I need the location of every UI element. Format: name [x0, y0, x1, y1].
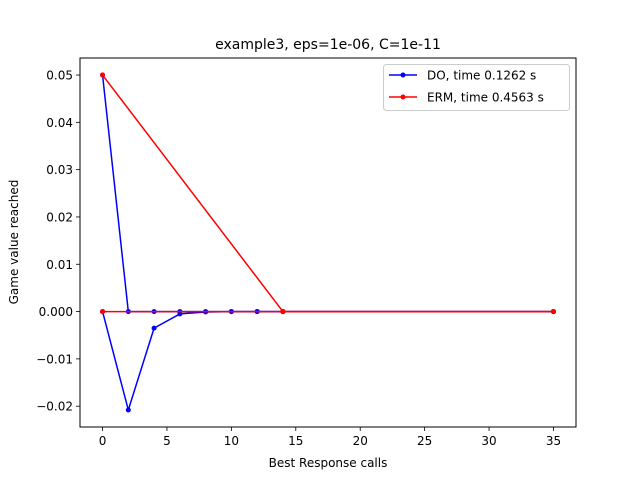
legend-label-do: DO, time 0.1262 s [427, 69, 536, 83]
y-tick-label: 0.03 [46, 163, 73, 177]
y-tick-label: 0.04 [46, 116, 73, 130]
chart-title: example3, eps=1e-06, C=1e-11 [215, 37, 441, 53]
x-tick-label: 25 [417, 434, 432, 448]
x-axis: 0 5 10 15 20 25 30 35 [99, 427, 561, 448]
axes-frame [79, 57, 577, 428]
series-do-point [125, 407, 131, 413]
y-tick-label: −0.01 [36, 352, 73, 366]
y-tick-label: 0.01 [46, 258, 73, 272]
y-axis-label: Game value reached [7, 180, 21, 305]
legend-box [383, 64, 570, 111]
y-tick-label: −0.02 [36, 400, 73, 414]
y-tick-label: 0.02 [46, 210, 73, 224]
x-tick-label: 5 [163, 434, 171, 448]
series-do-point [177, 311, 183, 317]
x-tick-label: 30 [481, 434, 496, 448]
series-erm-point [100, 72, 106, 78]
series-erm-point [100, 309, 106, 315]
plot-area [100, 72, 556, 413]
x-tick-label: 20 [353, 434, 368, 448]
legend: DO, time 0.1262 s ERM, time 0.4563 s [383, 64, 570, 111]
series-erm-point [280, 309, 286, 315]
x-tick-label: 0 [99, 434, 107, 448]
x-tick-label: 35 [546, 434, 561, 448]
y-axis: −0.02 −0.01 0.000 0.01 0.02 0.03 0.04 0.05 [36, 69, 80, 414]
x-axis-label: Best Response calls [269, 456, 388, 470]
legend-label-erm: ERM, time 0.4563 s [427, 91, 544, 105]
y-tick-label: 0.05 [46, 69, 73, 83]
x-tick-label: 15 [288, 434, 303, 448]
legend-marker-do [400, 72, 406, 78]
legend-marker-erm [400, 94, 406, 100]
series-erm-point [550, 309, 556, 315]
series-do-point [151, 325, 157, 331]
x-tick-label: 10 [224, 434, 239, 448]
y-tick-label: 0.000 [39, 305, 73, 319]
